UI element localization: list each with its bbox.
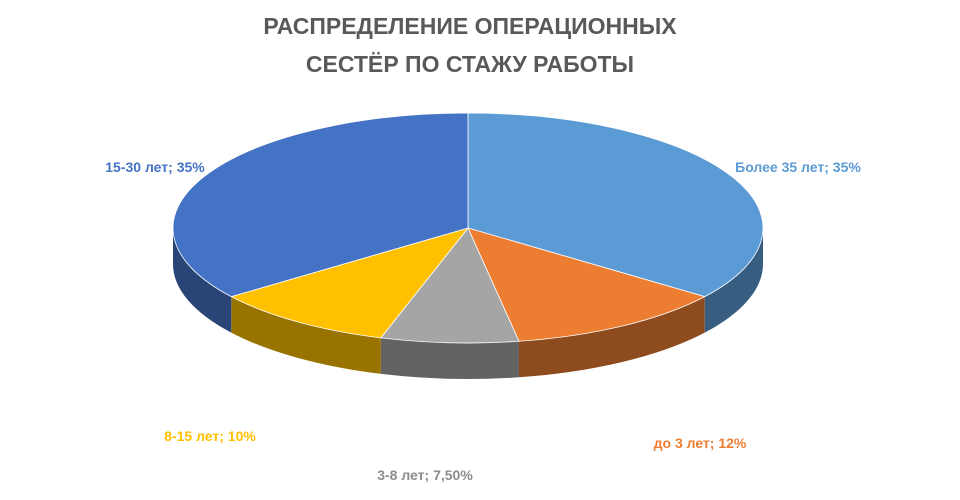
- data-label: 8-15 лет; 10%: [164, 428, 256, 444]
- data-label-value: 35%: [177, 159, 206, 175]
- data-label-value: 10%: [228, 428, 257, 444]
- pie-slice: [172, 112, 469, 298]
- pie-slice-side: [231, 296, 381, 374]
- data-label: 15-30 лет; 35%: [105, 159, 205, 175]
- data-label-category: 8-15 лет: [164, 428, 219, 444]
- data-label-category: 15-30 лет: [105, 159, 168, 175]
- chart-title: РАСПРЕДЕЛЕНИЕ ОПЕРАЦИОННЫХ: [263, 13, 677, 39]
- data-label-category: 3-8 лет: [377, 467, 424, 483]
- data-label-separator: ;: [710, 435, 719, 451]
- data-label-separator: ;: [425, 467, 434, 483]
- data-label: до 3 лет; 12%: [654, 435, 747, 451]
- data-label-separator: ;: [219, 428, 228, 444]
- data-label-separator: ;: [824, 159, 833, 175]
- pie-slice-side: [380, 337, 519, 379]
- data-label-separator: ;: [168, 159, 177, 175]
- data-label: 3-8 лет; 7,50%: [377, 467, 473, 483]
- data-label: Более 35 лет; 35%: [735, 159, 861, 175]
- data-label-value: 7,50%: [433, 467, 473, 483]
- data-label-value: 12%: [718, 435, 747, 451]
- pie-slice-side: [173, 228, 232, 333]
- pie-slice: [467, 227, 706, 342]
- pie-slice: [467, 112, 764, 298]
- data-label-value: 35%: [833, 159, 862, 175]
- pie-slice: [230, 227, 470, 339]
- pie-slice-side: [704, 228, 763, 333]
- pie-slice: [380, 227, 520, 344]
- data-label-category: Более 35 лет: [735, 159, 824, 175]
- pie-slice-side: [518, 296, 705, 378]
- data-label-category: до 3 лет: [654, 435, 710, 451]
- chart-title: СЕСТЁР ПО СТАЖУ РАБОТЫ: [306, 51, 634, 77]
